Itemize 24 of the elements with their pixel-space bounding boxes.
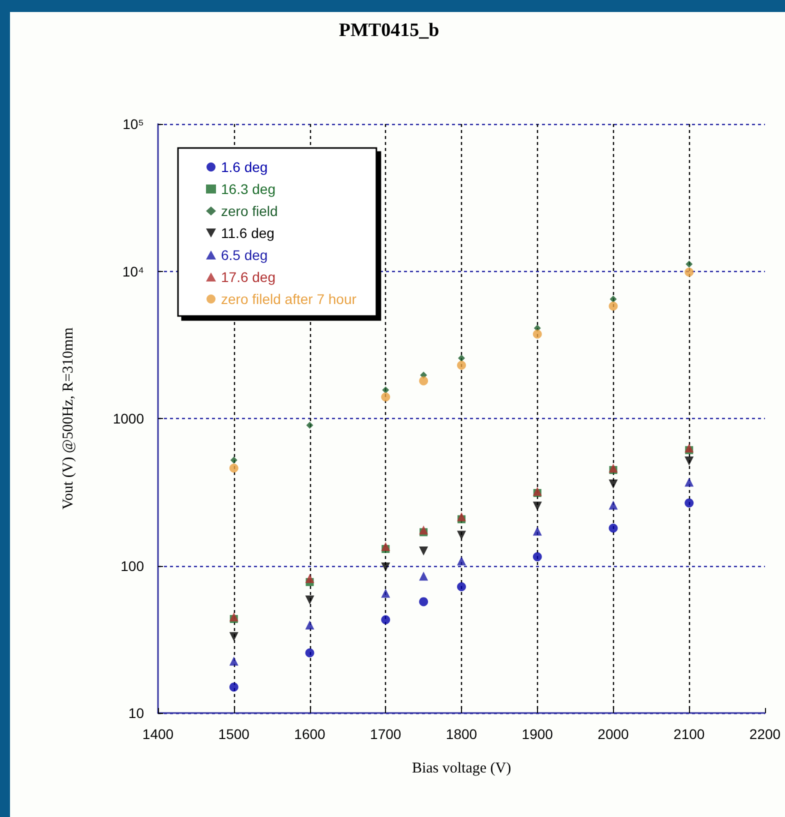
y-tick-label: 100 [120, 558, 144, 574]
chart-title: PMT0415_b [338, 20, 440, 41]
x-tick-label: 1800 [446, 726, 478, 742]
x-tick-label: 2100 [674, 726, 705, 742]
legend-label: 6.5 deg [221, 247, 268, 263]
legend-label: 17.6 deg [221, 269, 276, 285]
y-axis-title: Vout (V) @500Hz, R=310mm [60, 327, 76, 510]
legend-label: zero field [221, 203, 278, 219]
x-tick-label: 1700 [370, 726, 402, 742]
x-axis-title: Bias voltage (V) [412, 760, 512, 776]
x-tick-label: 2200 [749, 726, 781, 742]
legend-label: 11.6 deg [221, 225, 274, 241]
x-tick-label: 1900 [522, 726, 554, 742]
x-tick-label: 1500 [218, 726, 250, 742]
y-tick-label: 10⁵ [122, 116, 144, 132]
legend-label: zero fileld after 7 hour [221, 291, 357, 307]
y-tick-label: 1000 [112, 410, 144, 426]
legend-label: 16.3 deg [221, 181, 276, 197]
x-tick-label: 1400 [142, 726, 174, 742]
x-tick-label: 1600 [294, 726, 326, 742]
x-tick-label: 2000 [598, 726, 630, 742]
y-tick-label: 10⁴ [122, 263, 144, 280]
y-tick-label: 10 [128, 705, 144, 721]
legend-label: 1.6 deg [221, 159, 268, 175]
